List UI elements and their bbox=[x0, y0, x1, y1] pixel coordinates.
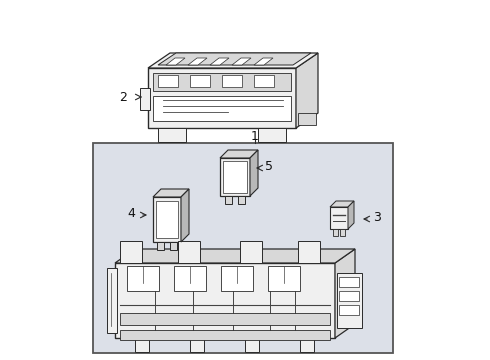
Bar bbox=[158, 75, 178, 87]
Bar bbox=[93, 143, 393, 353]
Bar bbox=[158, 128, 186, 142]
Text: 5: 5 bbox=[265, 159, 273, 172]
Polygon shape bbox=[166, 58, 185, 65]
Bar bbox=[178, 241, 200, 263]
Bar bbox=[107, 268, 117, 333]
Polygon shape bbox=[335, 249, 355, 338]
Polygon shape bbox=[158, 53, 311, 65]
Polygon shape bbox=[250, 150, 258, 196]
Polygon shape bbox=[181, 189, 189, 242]
Text: 2: 2 bbox=[119, 90, 127, 104]
Bar bbox=[140, 88, 150, 110]
Bar bbox=[240, 241, 262, 263]
Bar bbox=[238, 196, 245, 204]
Polygon shape bbox=[254, 58, 273, 65]
Bar bbox=[115, 263, 335, 338]
Polygon shape bbox=[153, 189, 189, 197]
Text: 4: 4 bbox=[127, 207, 135, 220]
Polygon shape bbox=[220, 150, 258, 158]
Bar bbox=[339, 305, 359, 315]
Bar bbox=[222, 75, 242, 87]
Polygon shape bbox=[188, 58, 207, 65]
Bar bbox=[120, 313, 330, 325]
Text: 1: 1 bbox=[251, 130, 259, 143]
Bar bbox=[268, 266, 300, 291]
Text: 3: 3 bbox=[373, 211, 381, 224]
Bar bbox=[300, 338, 314, 352]
Bar bbox=[339, 277, 359, 287]
Bar bbox=[223, 161, 247, 193]
Bar bbox=[127, 266, 159, 291]
Bar bbox=[120, 330, 330, 340]
Bar bbox=[148, 68, 296, 128]
Polygon shape bbox=[232, 58, 251, 65]
Bar bbox=[170, 242, 177, 250]
Polygon shape bbox=[115, 249, 355, 263]
Bar bbox=[120, 241, 142, 263]
Bar bbox=[330, 207, 348, 229]
Bar bbox=[225, 196, 232, 204]
Bar bbox=[254, 75, 274, 87]
Bar bbox=[333, 229, 338, 236]
Bar bbox=[298, 113, 316, 125]
Bar bbox=[157, 242, 164, 250]
Bar bbox=[340, 229, 345, 236]
Bar bbox=[153, 73, 291, 91]
Polygon shape bbox=[348, 201, 354, 229]
Polygon shape bbox=[296, 53, 318, 128]
Bar bbox=[298, 241, 320, 263]
Bar bbox=[337, 273, 362, 328]
Bar bbox=[153, 197, 181, 242]
Bar bbox=[153, 96, 291, 121]
Bar bbox=[174, 266, 206, 291]
Bar bbox=[190, 75, 210, 87]
Bar bbox=[135, 338, 149, 352]
Bar bbox=[190, 338, 204, 352]
Bar bbox=[220, 158, 250, 196]
Bar bbox=[339, 291, 359, 301]
Polygon shape bbox=[330, 201, 354, 207]
Bar bbox=[221, 266, 253, 291]
Bar bbox=[245, 338, 259, 352]
Bar bbox=[258, 128, 286, 142]
Polygon shape bbox=[210, 58, 229, 65]
Polygon shape bbox=[148, 53, 318, 68]
Bar bbox=[156, 201, 178, 238]
